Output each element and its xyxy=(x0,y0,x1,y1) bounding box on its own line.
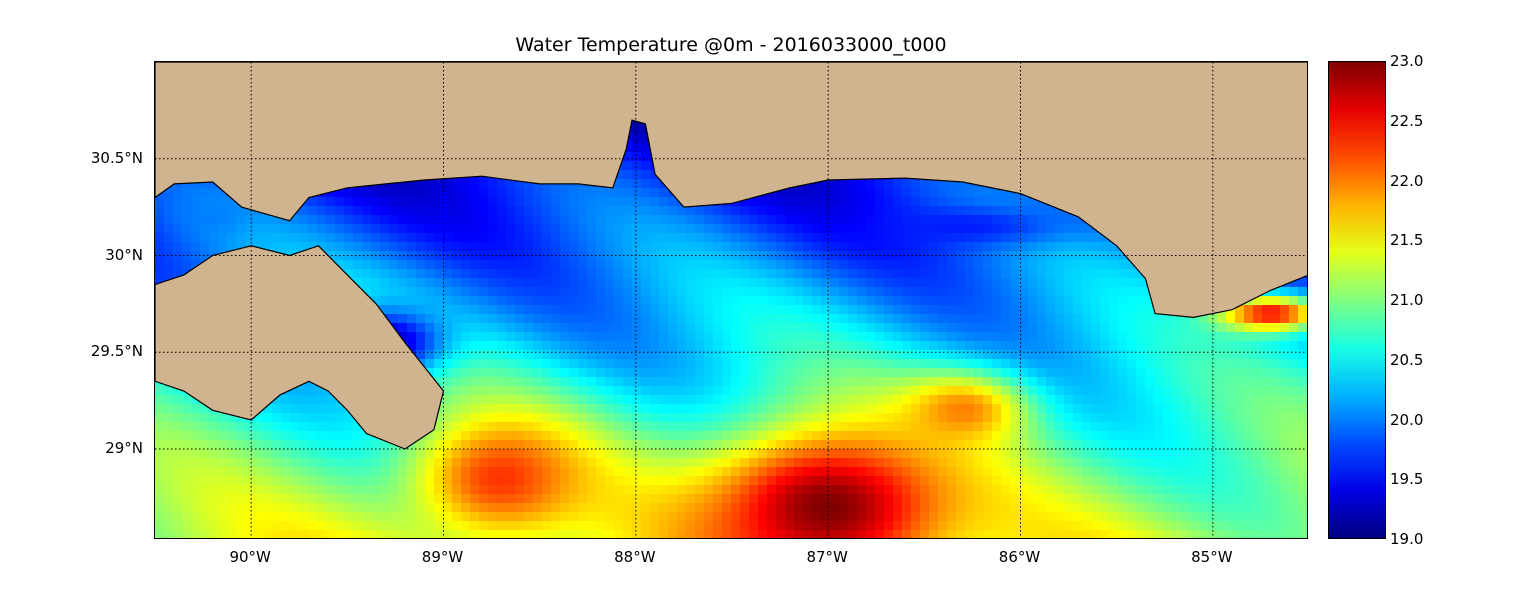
longitude-tick-label: 89°W xyxy=(421,548,464,566)
longitude-tick-label: 90°W xyxy=(229,548,271,566)
latitude-tick-label: 29°N xyxy=(105,439,143,458)
colorbar xyxy=(1328,61,1386,539)
longitude-tick-label: 87°W xyxy=(806,548,848,566)
land-louisiana-delta xyxy=(155,245,445,450)
colorbar-tick-label: 20.5 xyxy=(1390,350,1424,369)
colorbar-tick-label: 19.0 xyxy=(1390,530,1424,548)
colorbar-tick-label: 19.5 xyxy=(1390,470,1424,489)
land-north-coast xyxy=(155,62,1307,319)
latitude-tick-label: 30°N xyxy=(105,245,143,264)
latitude-tick-label: 29.5°N xyxy=(90,342,143,361)
latitude-tick-label: 30.5°N xyxy=(90,148,143,167)
map-title: Water Temperature @0m - 2016033000_t000 xyxy=(515,34,947,56)
colorbar-tick-label: 23.0 xyxy=(1390,52,1424,70)
longitude-tick-label: 86°W xyxy=(998,548,1041,566)
colorbar-tick-label: 22.5 xyxy=(1390,111,1424,130)
colorbar-tick-label: 22.0 xyxy=(1390,171,1424,190)
longitude-tick-label: 85°W xyxy=(1191,548,1233,566)
longitude-tick-label: 88°W xyxy=(614,548,656,566)
colorbar-tick-label: 21.5 xyxy=(1390,231,1424,250)
map-canvas xyxy=(155,62,1307,538)
colorbar-tick-label: 20.0 xyxy=(1390,410,1424,429)
temperature-map xyxy=(154,61,1308,539)
colorbar-tick-label: 21.0 xyxy=(1390,291,1424,309)
